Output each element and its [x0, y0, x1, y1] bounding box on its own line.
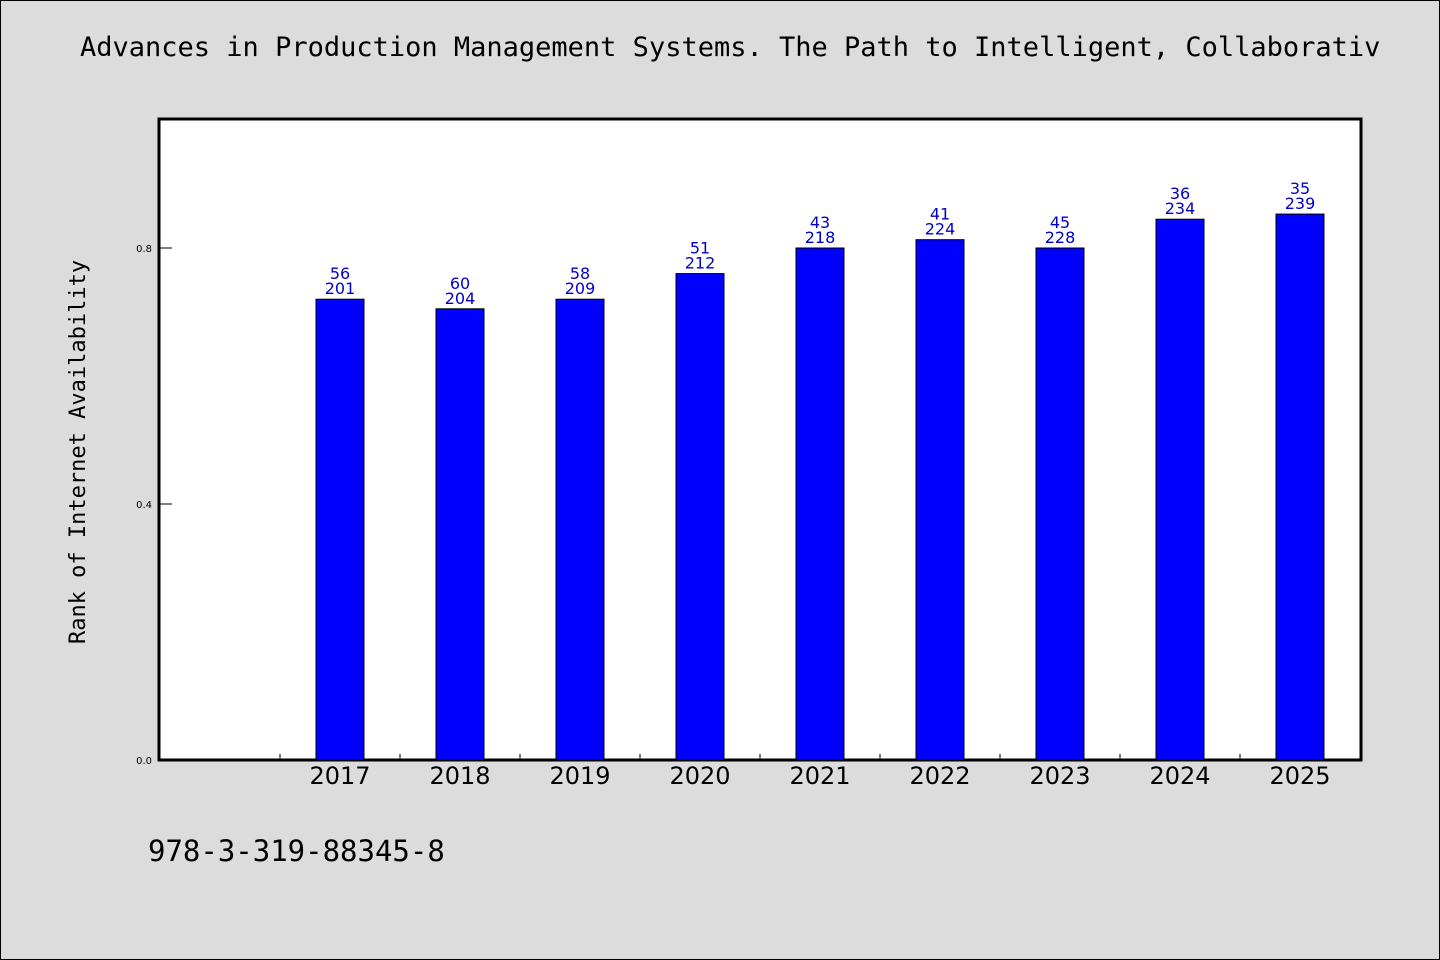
- x-tick-label: 2021: [789, 762, 850, 790]
- bar-2025: [1275, 213, 1325, 761]
- y-axis-label: Rank of Internet Availability: [66, 260, 91, 644]
- bar-label-bottom: 228: [1045, 228, 1076, 247]
- x-tick-label: 2017: [309, 762, 370, 790]
- bar-2020: [675, 273, 725, 761]
- bar-label-top: 58: [570, 264, 590, 283]
- y-axis: 0.0 0.4 0.8: [136, 244, 172, 767]
- bar-2023: [1035, 247, 1085, 761]
- bar-2022: [915, 239, 965, 761]
- bar-2017: [315, 298, 365, 761]
- bar-label-bottom: 239: [1285, 194, 1316, 213]
- bar-label-top: 60: [450, 274, 470, 293]
- x-tick-label: 2024: [1149, 762, 1210, 790]
- bar-label-top: 51: [690, 239, 710, 258]
- x-tick-label: 2020: [669, 762, 730, 790]
- bar-2019: [555, 298, 605, 761]
- x-tick-label: 2025: [1269, 762, 1330, 790]
- bar-2018: [435, 308, 485, 761]
- bar-label-bottom: 218: [805, 228, 836, 247]
- bar-label-top: 41: [930, 205, 950, 224]
- bar-label-top: 56: [330, 264, 350, 283]
- bar-label-bottom: 234: [1165, 199, 1196, 218]
- bar-2021: [795, 247, 845, 761]
- isbn-footer: 978-3-319-88345-8: [148, 834, 445, 868]
- bar-label-top: 45: [1050, 213, 1070, 232]
- chart-title: Advances in Production Management System…: [80, 32, 1381, 63]
- bar-label-bottom: 224: [925, 220, 956, 239]
- bar-label-top: 35: [1290, 179, 1310, 198]
- bar-label-bottom: 204: [445, 289, 476, 308]
- y-tick-label: 0.4: [136, 500, 152, 511]
- x-tick-label: 2023: [1029, 762, 1090, 790]
- bar-label-bottom: 212: [685, 254, 716, 273]
- bar-label-bottom: 209: [565, 279, 596, 298]
- x-tick-label: 2018: [429, 762, 490, 790]
- bar-label-bottom: 201: [325, 279, 356, 298]
- x-axis: 2017 2018 2019 2020 2021 2022 2023 2024 2025: [279, 754, 1361, 790]
- x-tick-label: 2022: [909, 762, 970, 790]
- bar-label-top: 43: [810, 213, 830, 232]
- bar-label-top: 36: [1170, 184, 1190, 203]
- x-tick-label: 2019: [549, 762, 610, 790]
- bar-2024: [1155, 218, 1205, 761]
- y-tick-label: 0.0: [136, 756, 152, 767]
- y-tick-label: 0.8: [136, 244, 152, 255]
